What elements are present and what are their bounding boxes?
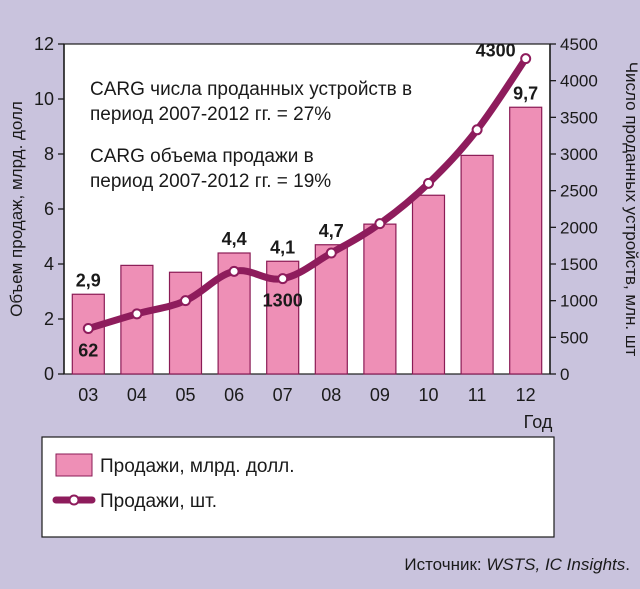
- units-point-03: [82, 323, 94, 335]
- left-axis-title: Объем продаж, млрд. долл: [7, 101, 26, 317]
- legend-line-label: Продажи, шт.: [100, 491, 217, 512]
- units-point-10: [423, 177, 434, 189]
- bar-04: [120, 264, 154, 375]
- legend-box: [41, 436, 555, 538]
- bar-value-label-06: 4,4: [222, 229, 247, 249]
- right-tick-label: 3500: [560, 108, 598, 127]
- units-point-08: [325, 247, 337, 259]
- bar-05: [168, 271, 203, 375]
- right-tick-label: 1500: [560, 255, 598, 274]
- source-prefix: Источник:: [404, 555, 486, 574]
- bar-value-label-08: 4,7: [319, 221, 344, 241]
- x-axis-title: Год: [524, 412, 553, 432]
- bar-value-label-07: 4,1: [270, 237, 295, 257]
- bar-12: [509, 106, 543, 375]
- bar-value-label-12: 9,7: [513, 83, 538, 103]
- right-tick-label: 4500: [560, 35, 598, 54]
- left-tick-label: 6: [44, 199, 54, 219]
- x-tick-label-08: 08: [321, 385, 341, 405]
- x-tick-label-06: 06: [224, 385, 244, 405]
- line-series: [82, 53, 532, 335]
- units-point-07: [277, 273, 289, 285]
- left-tick-label: 0: [44, 364, 54, 384]
- x-tick-label-04: 04: [127, 385, 147, 405]
- units-point-06: [228, 265, 240, 277]
- right-tick-label: 1000: [560, 292, 598, 311]
- units-point-05: [180, 295, 191, 307]
- right-tick-label: 0: [560, 365, 569, 384]
- units-point-12: [520, 53, 532, 65]
- x-tick-label-12: 12: [516, 385, 536, 405]
- legend-bar-swatch: [55, 453, 93, 477]
- bar-11: [460, 154, 494, 375]
- annotation-line-4: период 2007-2012 гг. = 19%: [90, 171, 331, 192]
- x-tick-label-03: 03: [78, 385, 98, 405]
- bar-10: [411, 194, 446, 375]
- legend-bar-label: Продажи, млрд. долл.: [100, 456, 295, 477]
- right-tick-label: 2000: [560, 218, 598, 237]
- axis-ticks: 0 2 4 6 8 10 12 0 500 1000 1500 2000 2500 3000 3500 400…: [34, 34, 598, 405]
- right-tick-label: 2500: [560, 182, 598, 201]
- annotation-line-3: CARG объема продажи в: [90, 146, 314, 167]
- bar-08: [314, 244, 348, 375]
- units-point-09: [374, 218, 386, 230]
- source-suffix: .: [625, 555, 630, 574]
- line-value-label-03: 62: [78, 341, 98, 361]
- x-tick-label-07: 07: [273, 385, 293, 405]
- units-point-04: [131, 308, 143, 320]
- left-tick-label: 2: [44, 309, 54, 329]
- right-axis-title: Число проданных устройств, млн. шт: [622, 62, 640, 357]
- annotation-line-1: CARG числа проданных устройств в: [90, 79, 412, 100]
- source-names: WSTS, IC Insights: [486, 555, 625, 574]
- left-tick-label: 4: [44, 254, 54, 274]
- line-value-label-12: 4300: [476, 41, 516, 61]
- x-tick-label-10: 10: [418, 385, 438, 405]
- right-tick-label: 3000: [560, 145, 598, 164]
- bar-03: [71, 293, 105, 375]
- left-tick-label: 8: [44, 144, 54, 164]
- right-tick-label: 4000: [560, 72, 598, 91]
- line-value-label-07: 1300: [263, 291, 303, 311]
- x-tick-label-09: 09: [370, 385, 390, 405]
- source-note: Источник: WSTS, IC Insights.: [404, 555, 630, 574]
- right-tick-label: 500: [560, 328, 588, 347]
- annotation-line-2: период 2007-2012 гг. = 27%: [90, 104, 331, 125]
- units-line: [84, 55, 530, 333]
- bar-value-label-03: 2,9: [76, 270, 101, 290]
- legend-line-marker: [68, 494, 80, 506]
- units-point-11: [471, 124, 483, 136]
- left-tick-label: 12: [34, 34, 54, 54]
- x-tick-label-05: 05: [175, 385, 195, 405]
- data-labels: 2,9 4,4 4,1 4,7 9,7 62 1300 4300: [76, 41, 538, 361]
- bar-09: [363, 223, 397, 375]
- x-tick-label-11: 11: [468, 385, 487, 405]
- left-tick-label: 10: [34, 89, 54, 109]
